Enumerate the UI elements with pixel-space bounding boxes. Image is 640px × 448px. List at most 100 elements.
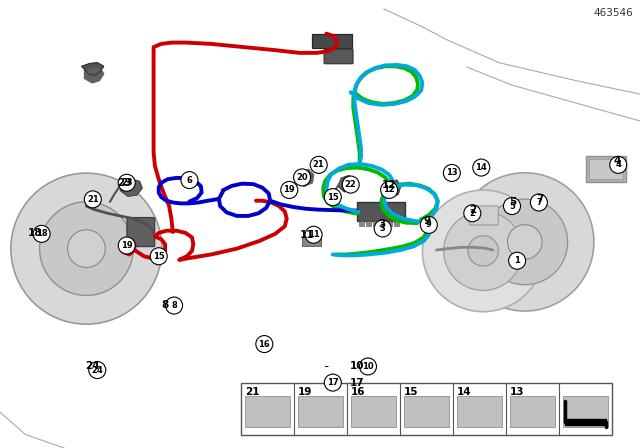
Bar xyxy=(298,396,342,427)
Circle shape xyxy=(181,172,198,189)
Bar xyxy=(404,396,449,427)
Text: 17: 17 xyxy=(327,378,339,387)
Text: 463546: 463546 xyxy=(594,8,634,18)
Circle shape xyxy=(508,224,542,259)
Polygon shape xyxy=(120,179,142,196)
Circle shape xyxy=(422,190,544,312)
Circle shape xyxy=(305,226,322,243)
FancyBboxPatch shape xyxy=(324,49,353,64)
Text: 2: 2 xyxy=(469,209,476,218)
Bar xyxy=(589,159,623,179)
Circle shape xyxy=(68,230,105,267)
Circle shape xyxy=(360,358,376,375)
Text: 21: 21 xyxy=(313,160,324,169)
Text: 7: 7 xyxy=(536,198,541,207)
Bar xyxy=(302,237,321,246)
Circle shape xyxy=(324,374,341,391)
Circle shape xyxy=(468,236,499,266)
Bar xyxy=(312,34,352,48)
Bar xyxy=(366,221,371,226)
Circle shape xyxy=(509,252,525,269)
Text: 19: 19 xyxy=(121,241,132,250)
Text: 15: 15 xyxy=(153,252,164,261)
Text: 5: 5 xyxy=(509,198,517,207)
Polygon shape xyxy=(82,63,104,75)
Text: 10: 10 xyxy=(362,362,374,371)
Bar xyxy=(563,396,608,427)
Text: 17: 17 xyxy=(350,378,364,388)
Text: 22: 22 xyxy=(345,180,356,189)
Bar xyxy=(351,396,396,427)
Bar xyxy=(457,396,502,427)
Text: 12: 12 xyxy=(382,181,396,190)
Polygon shape xyxy=(84,68,104,83)
Circle shape xyxy=(294,169,310,186)
Text: 15: 15 xyxy=(327,193,339,202)
Circle shape xyxy=(504,198,520,215)
Circle shape xyxy=(118,237,135,254)
Circle shape xyxy=(89,362,106,379)
Bar xyxy=(394,221,399,226)
Circle shape xyxy=(33,225,50,242)
Circle shape xyxy=(118,174,135,191)
Text: 19: 19 xyxy=(298,387,312,397)
Bar xyxy=(586,156,626,182)
Bar xyxy=(387,221,392,226)
Text: 4: 4 xyxy=(615,160,621,169)
Bar xyxy=(510,396,555,427)
Circle shape xyxy=(281,181,298,198)
Text: 4: 4 xyxy=(613,156,621,166)
Circle shape xyxy=(374,220,391,237)
Text: 10: 10 xyxy=(350,362,364,371)
Circle shape xyxy=(11,173,162,324)
Circle shape xyxy=(324,189,341,206)
Text: 19: 19 xyxy=(284,185,295,194)
Text: 18: 18 xyxy=(36,229,47,238)
Text: 18: 18 xyxy=(28,228,42,238)
Text: 8: 8 xyxy=(172,301,177,310)
Text: 5: 5 xyxy=(509,202,515,211)
Text: 3: 3 xyxy=(380,224,385,233)
Text: 6: 6 xyxy=(186,176,193,185)
Circle shape xyxy=(420,216,437,233)
Text: 15: 15 xyxy=(404,387,418,397)
Bar xyxy=(241,383,612,435)
Circle shape xyxy=(482,199,568,285)
Text: 14: 14 xyxy=(476,163,487,172)
Text: 23: 23 xyxy=(121,178,132,187)
Text: 13: 13 xyxy=(510,387,524,397)
Circle shape xyxy=(40,202,133,296)
Text: 7: 7 xyxy=(536,194,543,204)
Bar xyxy=(244,396,290,427)
Circle shape xyxy=(150,248,167,265)
Circle shape xyxy=(342,176,359,193)
Text: 11: 11 xyxy=(300,230,314,240)
Text: 9: 9 xyxy=(424,216,431,226)
Text: 21: 21 xyxy=(244,387,259,397)
Circle shape xyxy=(456,173,594,311)
Text: 21: 21 xyxy=(87,195,99,204)
Polygon shape xyxy=(565,419,606,425)
Text: 16: 16 xyxy=(259,340,270,349)
Text: 23: 23 xyxy=(118,178,132,188)
Circle shape xyxy=(473,159,490,176)
Text: 3: 3 xyxy=(378,219,385,229)
Text: 12: 12 xyxy=(383,185,395,194)
Circle shape xyxy=(444,211,523,290)
FancyBboxPatch shape xyxy=(127,218,155,246)
Text: 16: 16 xyxy=(351,387,365,397)
Circle shape xyxy=(381,181,397,198)
Text: 11: 11 xyxy=(308,230,319,239)
Circle shape xyxy=(84,191,101,208)
Circle shape xyxy=(444,164,460,181)
Circle shape xyxy=(310,156,327,173)
Polygon shape xyxy=(338,176,353,192)
Circle shape xyxy=(464,205,481,222)
Bar xyxy=(359,221,364,226)
Circle shape xyxy=(610,156,627,173)
Text: 20: 20 xyxy=(296,173,308,182)
Bar xyxy=(373,221,378,226)
Text: 24: 24 xyxy=(85,362,99,371)
Text: 24: 24 xyxy=(92,366,103,375)
Text: 13: 13 xyxy=(446,168,458,177)
